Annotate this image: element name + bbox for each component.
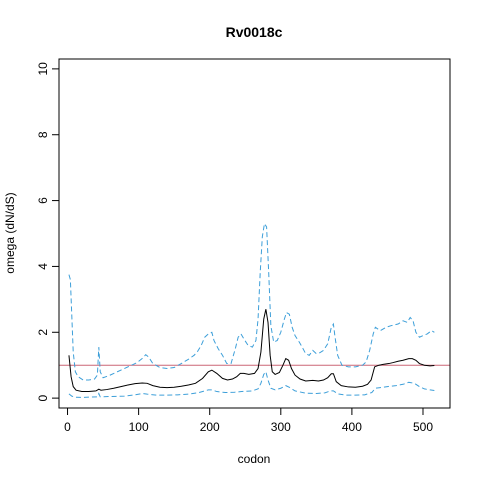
plot-data-layer bbox=[59, 222, 450, 398]
y-tick-label-4: 4 bbox=[36, 263, 50, 270]
y-axis: 0 2 4 6 8 10 bbox=[36, 62, 60, 401]
series-line-estimate bbox=[68, 309, 435, 393]
y-axis-label: omega (dN/dS) bbox=[3, 192, 17, 273]
x-axis: 0 100 200 300 400 500 bbox=[64, 407, 433, 434]
y-tick-label-2: 2 bbox=[36, 329, 50, 336]
series-line-bound-1 bbox=[68, 222, 435, 381]
chart-title: Rv0018c bbox=[226, 24, 283, 40]
x-axis-label: codon bbox=[238, 452, 271, 466]
y-tick-label-0: 0 bbox=[36, 394, 50, 401]
x-tick-label-200: 200 bbox=[200, 420, 220, 434]
y-tick-label-10: 10 bbox=[36, 62, 50, 76]
y-tick-label-6: 6 bbox=[36, 197, 50, 204]
x-tick-label-300: 300 bbox=[271, 420, 291, 434]
y-tick-label-8: 8 bbox=[36, 131, 50, 138]
x-tick-label-500: 500 bbox=[413, 420, 433, 434]
x-tick-label-100: 100 bbox=[129, 420, 149, 434]
x-tick-label-400: 400 bbox=[342, 420, 362, 434]
x-tick-label-0: 0 bbox=[64, 420, 71, 434]
series-line-bound-2 bbox=[68, 370, 435, 398]
